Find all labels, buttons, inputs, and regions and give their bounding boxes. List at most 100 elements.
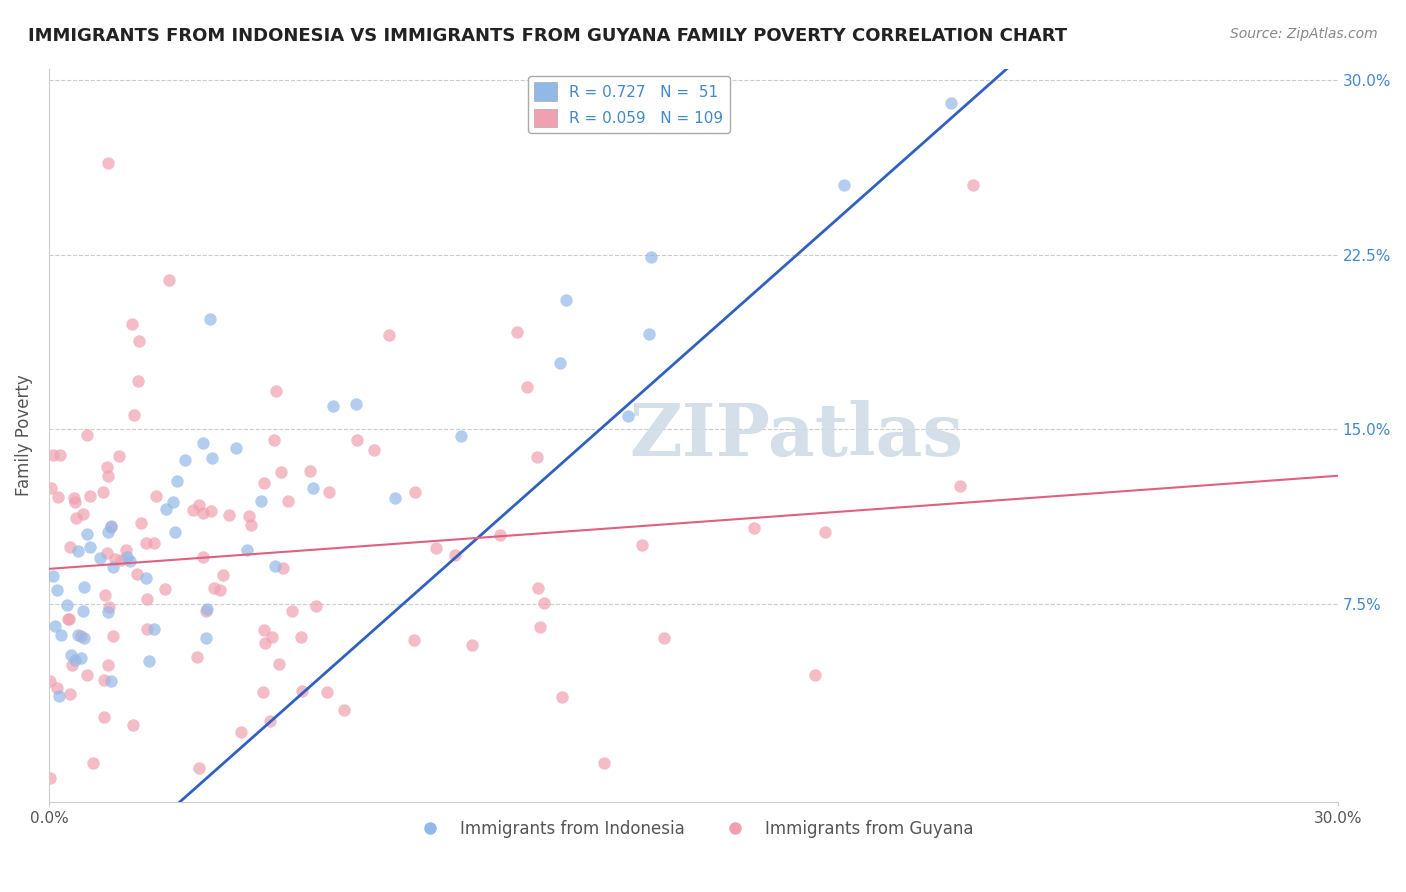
Point — [63, 491, 86, 505]
Point — [949, 479, 972, 493]
Point — [59, 687, 82, 701]
Point — [229, 724, 252, 739]
Point — [138, 654, 160, 668]
Point — [121, 317, 143, 331]
Point — [135, 571, 157, 585]
Point — [100, 519, 122, 533]
Point — [155, 502, 177, 516]
Point — [142, 622, 165, 636]
Point — [962, 178, 984, 192]
Point — [115, 543, 138, 558]
Point — [128, 334, 150, 349]
Point — [260, 630, 283, 644]
Point — [404, 484, 426, 499]
Point — [264, 384, 287, 398]
Point — [49, 448, 72, 462]
Point — [174, 452, 197, 467]
Point — [183, 503, 205, 517]
Point — [225, 441, 247, 455]
Point — [195, 601, 218, 615]
Point — [97, 469, 120, 483]
Y-axis label: Family Poverty: Family Poverty — [15, 374, 32, 496]
Point — [39, 673, 62, 688]
Point — [76, 668, 98, 682]
Point — [100, 519, 122, 533]
Point — [252, 684, 274, 698]
Point — [640, 250, 662, 264]
Point — [110, 553, 132, 567]
Point — [93, 588, 115, 602]
Point — [153, 582, 176, 596]
Point — [101, 559, 124, 574]
Point — [506, 325, 529, 339]
Point — [344, 397, 367, 411]
Point — [91, 485, 114, 500]
Point — [526, 581, 548, 595]
Point — [63, 494, 86, 508]
Point — [97, 605, 120, 619]
Point — [39, 772, 62, 786]
Point — [461, 638, 484, 652]
Point — [450, 429, 472, 443]
Point — [135, 536, 157, 550]
Point — [79, 540, 101, 554]
Point — [200, 451, 222, 466]
Point — [191, 550, 214, 565]
Point — [165, 524, 187, 539]
Point — [305, 599, 328, 614]
Text: ZIPatlas: ZIPatlas — [630, 400, 963, 471]
Point — [93, 673, 115, 687]
Point — [162, 495, 184, 509]
Point — [638, 327, 661, 342]
Point — [526, 450, 548, 464]
Point — [127, 566, 149, 581]
Point — [652, 631, 675, 645]
Point — [72, 604, 94, 618]
Point — [49, 628, 72, 642]
Point — [617, 409, 640, 423]
Point — [65, 511, 87, 525]
Point — [72, 507, 94, 521]
Point — [41, 569, 63, 583]
Point — [814, 525, 837, 540]
Point — [118, 554, 141, 568]
Legend: Immigrants from Indonesia, Immigrants from Guyana: Immigrants from Indonesia, Immigrants fr… — [406, 814, 980, 845]
Point — [93, 710, 115, 724]
Point — [316, 685, 339, 699]
Point — [48, 690, 70, 704]
Point — [143, 536, 166, 550]
Point — [191, 507, 214, 521]
Point — [290, 630, 312, 644]
Point — [281, 603, 304, 617]
Point — [79, 489, 101, 503]
Point — [69, 629, 91, 643]
Point — [97, 525, 120, 540]
Point — [516, 380, 538, 394]
Point — [97, 658, 120, 673]
Point — [39, 481, 62, 495]
Point — [70, 651, 93, 665]
Point — [82, 756, 104, 770]
Point — [264, 559, 287, 574]
Point — [188, 499, 211, 513]
Point — [136, 591, 159, 606]
Point — [548, 356, 571, 370]
Point — [145, 489, 167, 503]
Point — [263, 433, 285, 447]
Point — [46, 681, 69, 696]
Point — [108, 450, 131, 464]
Point — [742, 521, 765, 535]
Point — [100, 673, 122, 688]
Point — [59, 541, 82, 555]
Point — [444, 548, 467, 562]
Point — [193, 435, 215, 450]
Point — [277, 494, 299, 508]
Point — [186, 649, 208, 664]
Point — [157, 273, 180, 287]
Point — [56, 612, 79, 626]
Point — [533, 596, 555, 610]
Point — [551, 690, 574, 704]
Point — [298, 464, 321, 478]
Point — [253, 475, 276, 490]
Point — [529, 620, 551, 634]
